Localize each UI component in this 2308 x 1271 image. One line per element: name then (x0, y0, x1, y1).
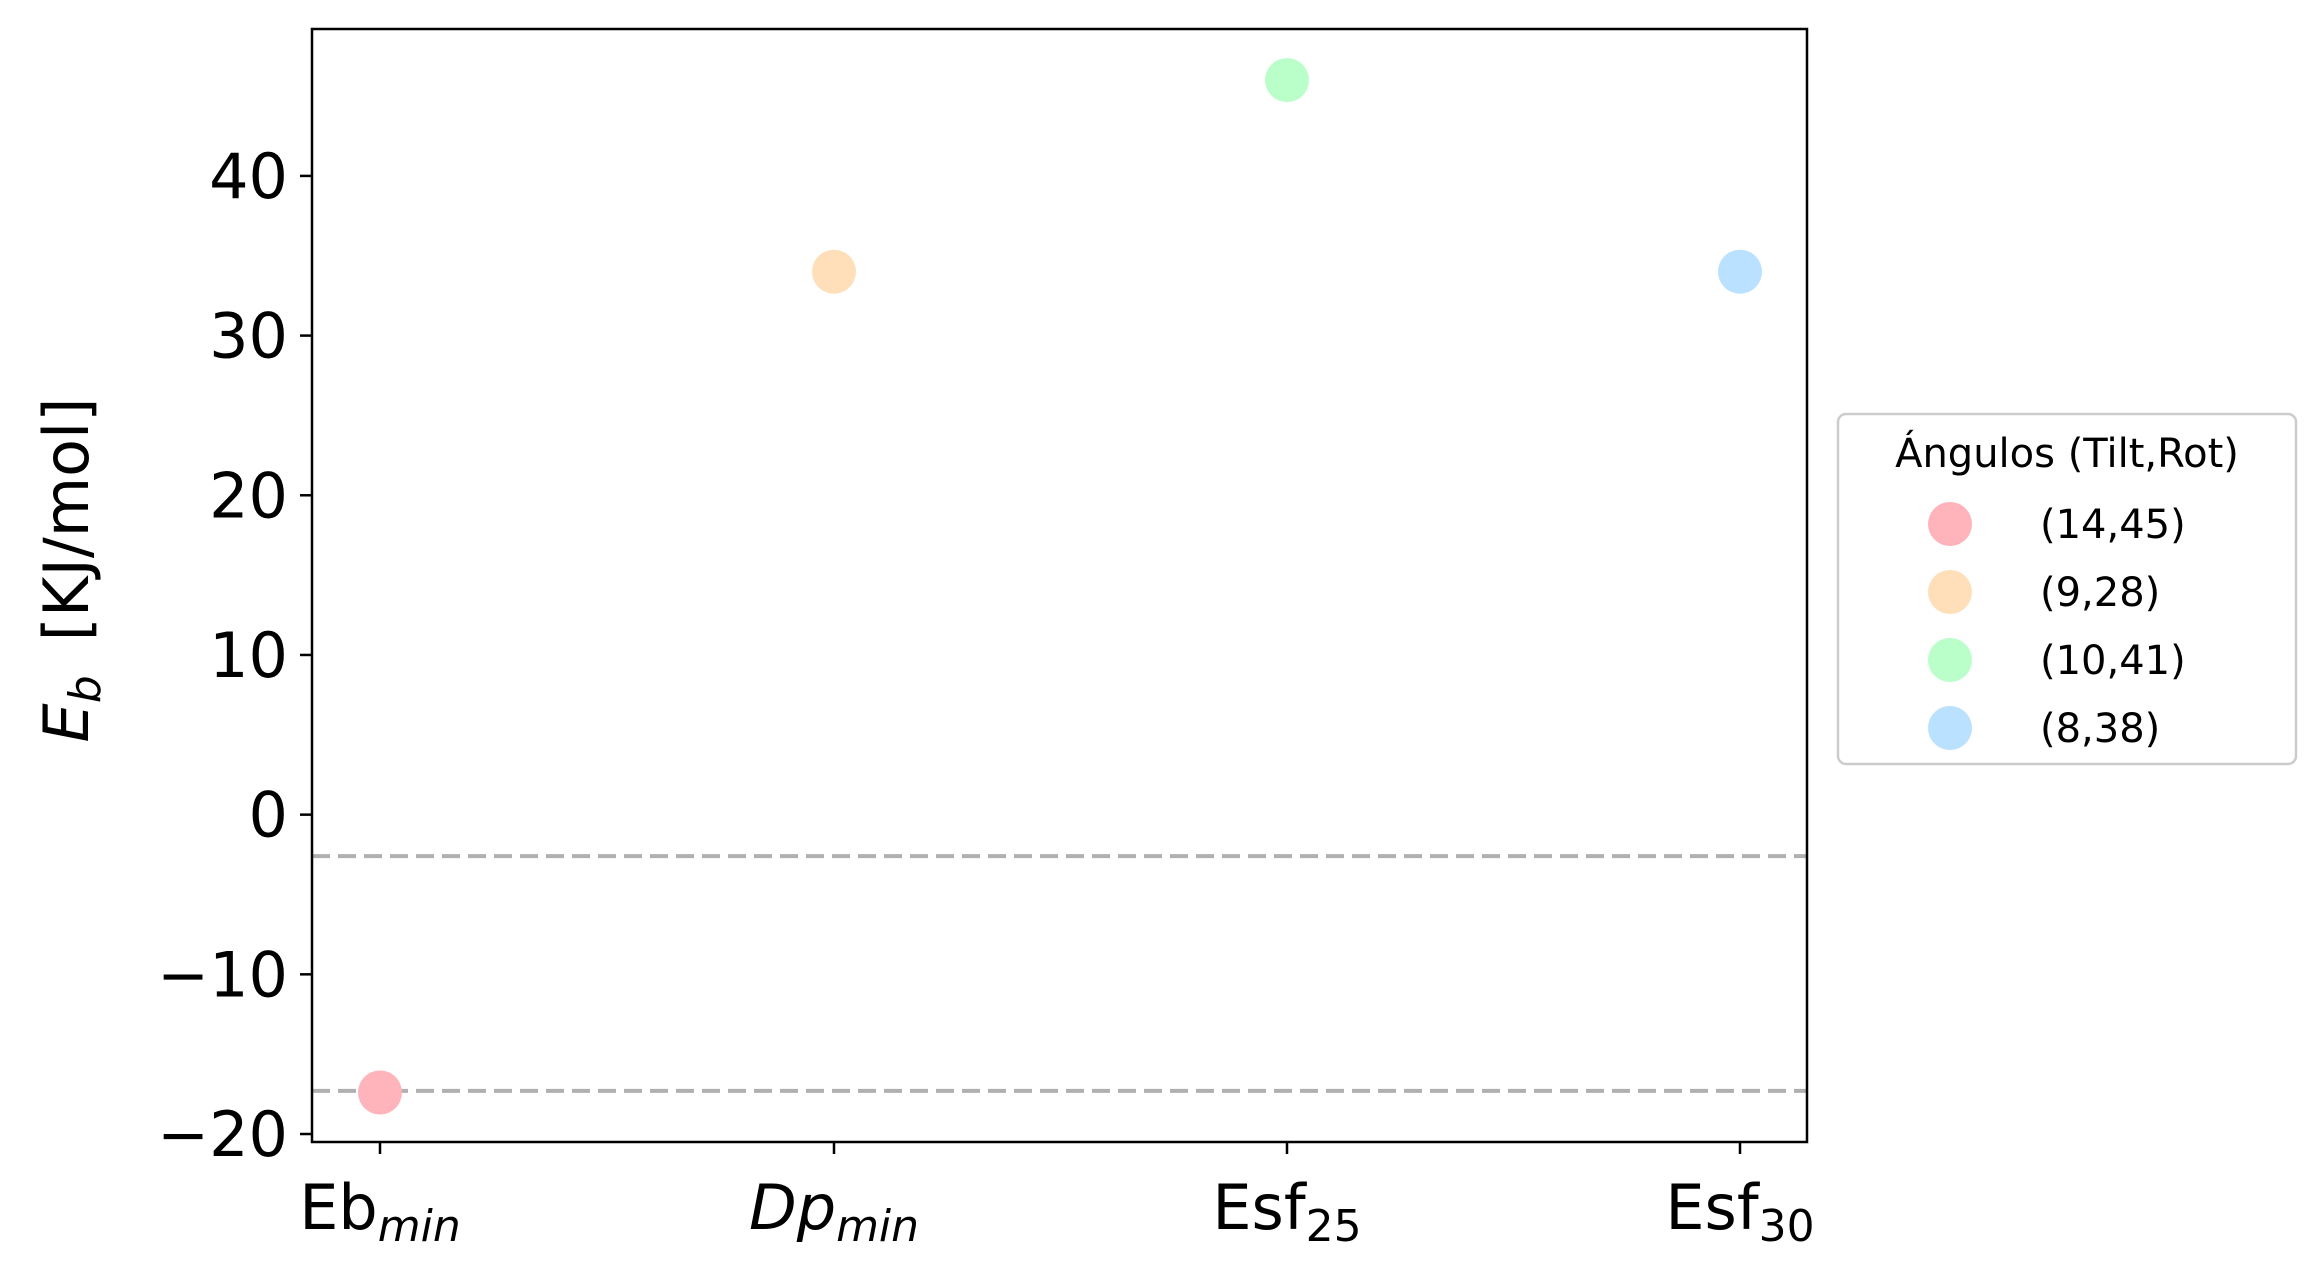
data-point-3 (1265, 58, 1309, 103)
y-axis-subscript: b (60, 675, 111, 703)
plot-frame (310, 27, 1809, 1144)
x-tick-label-subscript: min (836, 1201, 919, 1252)
y-axis-symbol: E (30, 702, 103, 742)
legend-label-3: (10,41) (2040, 638, 2186, 684)
y-axis-ticks: −20 −10 0 10 20 30 40 (157, 140, 312, 1171)
x-tick-label: Esf30 (1665, 1171, 1814, 1252)
legend-label-4: (8,38) (2040, 706, 2160, 752)
legend-label-2: (9,28) (2040, 570, 2160, 616)
data-point-4 (1718, 249, 1762, 294)
x-tick-label-main: Dp (749, 1171, 836, 1244)
legend-marker-3 (1928, 638, 1972, 682)
legend-label-1: (14,45) (2040, 502, 2186, 548)
y-tick-label: 10 (209, 619, 288, 692)
x-tick-label: Dpmin (749, 1171, 919, 1252)
legend-marker-2 (1928, 570, 1972, 614)
x-tick-label: Esf25 (1212, 1171, 1361, 1252)
y-tick-label: −10 (157, 938, 288, 1011)
legend-entries: (14,45) (9,28) (10,41) (8,38) (1928, 502, 2186, 752)
y-axis-unit: [KJ/mol] (30, 398, 103, 642)
y-axis-label: Eb [KJ/mol] (30, 398, 111, 743)
x-tick-label-main: Eb (299, 1171, 378, 1244)
y-tick-label: 40 (209, 140, 288, 213)
data-point-2 (812, 249, 856, 294)
legend-title: Ángulos (Tilt,Rot) (1895, 429, 2239, 477)
legend: Ángulos (Tilt,Rot) (14,45)(9,28)(10,41)(… (1836, 412, 2298, 766)
legend-marker-1 (1928, 502, 1972, 546)
y-tick-label: 30 (209, 300, 288, 373)
legend-marker-4 (1928, 706, 1972, 750)
svg-text:Eb[KJ/mol]: Eb [KJ/mol] (30, 398, 111, 743)
y-tick-label: 0 (249, 779, 288, 852)
y-tick-label: 20 (209, 459, 288, 532)
y-tick-label: −20 (157, 1098, 288, 1171)
x-tick-label-main: Esf (1665, 1171, 1760, 1244)
x-tick-label-subscript: min (378, 1201, 461, 1252)
x-tick-label-subscript: 30 (1759, 1201, 1815, 1252)
x-tick-label-main: Esf (1212, 1171, 1307, 1244)
x-tick-label: Ebmin (299, 1171, 461, 1252)
x-axis-ticks: Ebmin Dpmin Esf25 Esf30 (299, 1142, 1815, 1252)
reference-lines (312, 854, 1807, 1093)
data-point-1 (358, 1070, 402, 1115)
x-tick-label-subscript: 25 (1306, 1201, 1362, 1252)
data-points (358, 58, 1762, 1115)
